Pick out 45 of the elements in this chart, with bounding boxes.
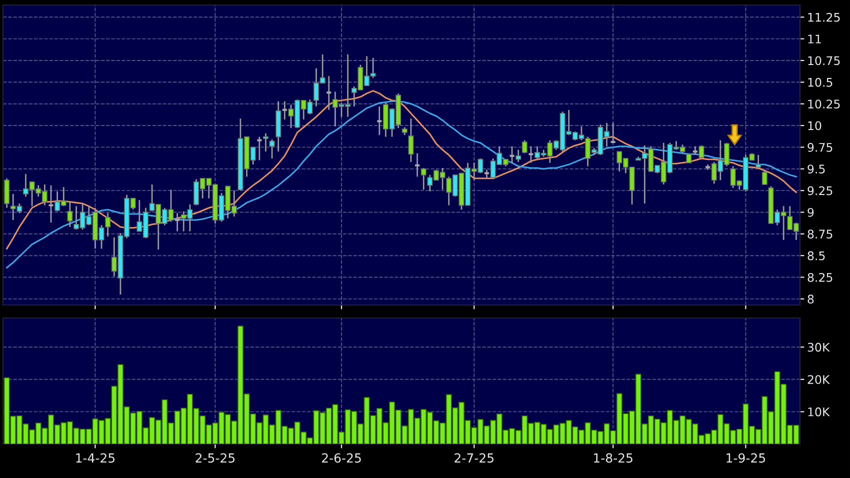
candlestick [67, 201, 73, 228]
y-tick-label: 9.25 [808, 186, 832, 196]
line-series [6, 90, 797, 250]
candlestick [105, 212, 111, 238]
x-tick-label: 2-6-25 [322, 453, 361, 463]
y-tick-label: 10 [808, 121, 822, 130]
candlestick [756, 154, 762, 169]
candlestick [698, 144, 704, 158]
candlestick [263, 132, 268, 152]
y-tick-label: 10.25 [808, 100, 840, 108]
x-tick-label: 1-8-25 [594, 453, 632, 463]
candlestick [610, 122, 616, 144]
y-tick-label: 8.5 [808, 251, 825, 260]
y-tick-label: 9 [808, 208, 814, 217]
x-tick-label: 2-5-25 [196, 453, 235, 463]
candlestick [326, 75, 332, 111]
x-tick-label: 1-9-25 [726, 453, 766, 463]
y-tick-label: 10.5 [808, 78, 832, 87]
y-tick-label: 8.75 [808, 230, 832, 239]
candlestick [522, 140, 528, 154]
x-tick-label: 1-4-25 [76, 453, 115, 463]
candlestick [408, 118, 414, 163]
y-tick-label: 9.5 [808, 164, 825, 174]
line-series [6, 100, 797, 268]
candlestick [256, 136, 263, 161]
y-tick-label: 10.75 [808, 56, 840, 66]
y-tick-label: 30K [808, 342, 830, 352]
y-tick-label: 8.25 [808, 272, 832, 282]
y-tick-label: 8 [808, 294, 814, 304]
candlestick [48, 184, 54, 224]
candlestick [516, 149, 522, 163]
y-tick-label: 20K [808, 375, 830, 384]
candlestick [528, 146, 534, 164]
candlestick [762, 169, 768, 186]
candlestick [508, 146, 516, 164]
y-tick-label: 9.75 [808, 142, 832, 152]
candlestick [269, 138, 275, 160]
candlestick [376, 106, 383, 136]
y-tick-label: 10K [808, 407, 830, 416]
x-tick-label: 2-7-25 [454, 453, 494, 463]
candlestick [420, 167, 426, 190]
candlestick [4, 178, 10, 209]
y-tick-label: 11.25 [808, 12, 840, 22]
y-tick-label: 11 [808, 34, 821, 44]
candlestick [281, 100, 288, 120]
